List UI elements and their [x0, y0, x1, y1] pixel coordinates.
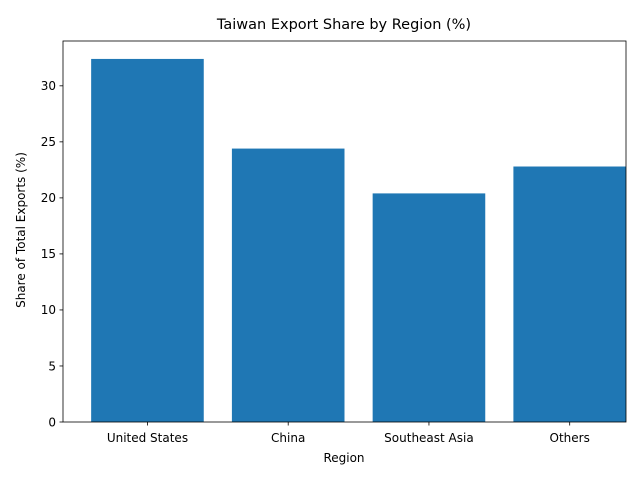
x-axis-label: Region — [323, 451, 364, 465]
bar-china — [231, 148, 345, 422]
plot-area — [62, 40, 627, 423]
y-tick-label: 30 — [41, 79, 56, 93]
y-tick-label: 15 — [41, 247, 56, 261]
plot-frame — [62, 40, 627, 423]
y-tick-label: 20 — [41, 191, 56, 205]
y-axis-label: Share of Total Exports (%) — [14, 152, 28, 308]
x-tick-label: Southeast Asia — [384, 431, 474, 445]
y-tick-label: 5 — [48, 359, 56, 373]
x-tick-label: United States — [107, 431, 188, 445]
chart-title: Taiwan Export Share by Region (%) — [216, 17, 471, 33]
bar-united-states — [91, 58, 204, 422]
y-tick-label: 0 — [48, 415, 56, 429]
y-tick-label: 10 — [41, 303, 56, 317]
x-tick-label: China — [271, 431, 305, 445]
bar-others — [513, 166, 626, 422]
x-axis: United States China Southeast Asia Others — [107, 422, 590, 445]
bar-southeast-asia — [372, 193, 486, 422]
x-tick-label: Others — [550, 431, 590, 445]
y-tick-label: 25 — [41, 135, 56, 149]
y-axis: 0 5 10 15 20 25 30 — [41, 79, 63, 429]
